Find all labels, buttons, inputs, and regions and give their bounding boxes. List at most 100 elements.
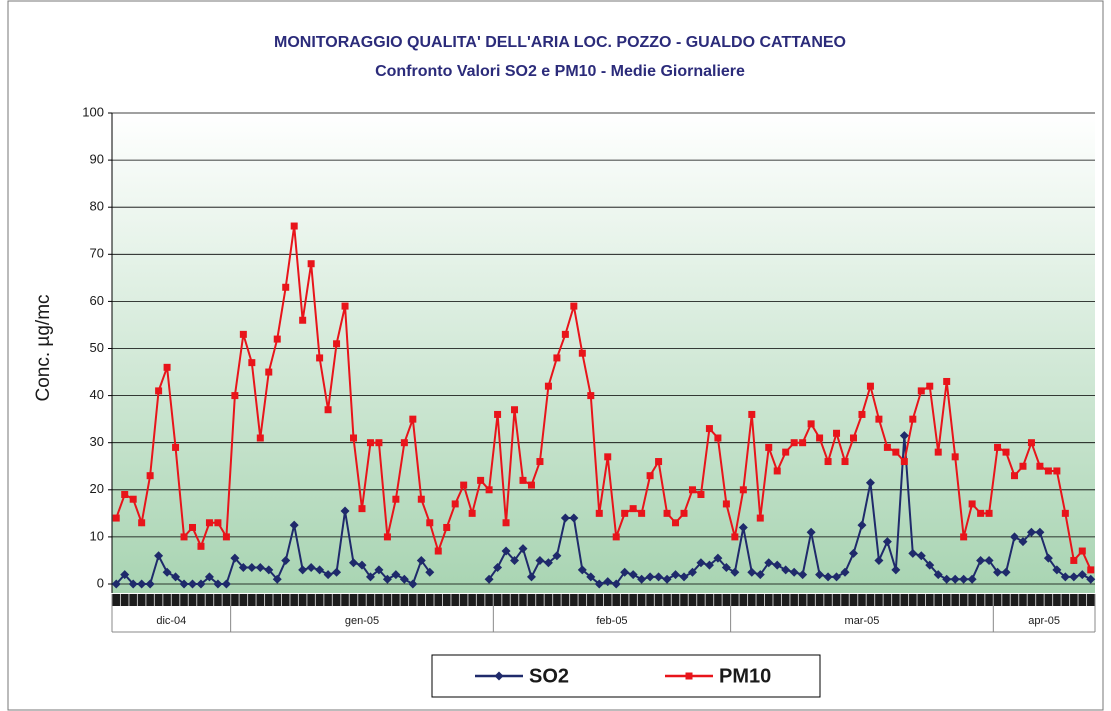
data-point xyxy=(204,572,214,582)
data-point xyxy=(196,579,206,589)
chart-subtitle: Confronto Valori SO2 e PM10 - Medie Gior… xyxy=(375,63,745,80)
data-point xyxy=(511,406,519,414)
data-point xyxy=(332,567,342,577)
data-point xyxy=(900,458,908,466)
data-point xyxy=(731,533,739,541)
data-point xyxy=(535,555,545,565)
data-point xyxy=(392,495,400,503)
data-point xyxy=(594,579,604,589)
data-point xyxy=(654,572,664,582)
data-point xyxy=(721,563,731,573)
data-point xyxy=(349,558,359,568)
data-point xyxy=(264,565,274,575)
data-point xyxy=(298,565,308,575)
data-point xyxy=(561,330,569,338)
data-point xyxy=(255,563,265,573)
data-point xyxy=(713,553,723,563)
data-point xyxy=(628,570,638,580)
data-point xyxy=(638,509,646,517)
y-tick-label: 90 xyxy=(90,152,104,167)
data-point xyxy=(485,486,493,494)
data-point xyxy=(138,519,146,527)
legend-marker xyxy=(494,671,504,681)
data-point xyxy=(824,458,832,466)
x-group-label: gen-05 xyxy=(345,615,379,627)
data-point xyxy=(722,500,730,508)
data-point xyxy=(1009,532,1019,542)
data-point xyxy=(816,434,824,442)
data-point xyxy=(1036,462,1044,470)
data-point xyxy=(460,481,468,489)
data-point xyxy=(518,544,528,554)
data-point xyxy=(1052,565,1062,575)
y-tick-label: 40 xyxy=(90,387,104,402)
data-point xyxy=(434,547,442,555)
data-point xyxy=(704,560,714,570)
data-point xyxy=(146,472,154,480)
data-point xyxy=(1070,556,1078,564)
data-point xyxy=(443,523,451,531)
data-point xyxy=(916,551,926,561)
data-point xyxy=(137,579,147,589)
data-point xyxy=(772,560,782,570)
data-point xyxy=(120,570,130,580)
data-point xyxy=(1069,572,1079,582)
data-point xyxy=(926,382,934,390)
data-point xyxy=(289,520,299,530)
data-point xyxy=(543,558,553,568)
legend-marker xyxy=(685,672,693,680)
data-point xyxy=(849,434,857,442)
data-point xyxy=(1078,547,1086,555)
data-point xyxy=(340,506,350,516)
data-point xyxy=(679,572,689,582)
data-point xyxy=(1010,472,1018,480)
data-point xyxy=(621,509,629,517)
data-point xyxy=(358,505,366,513)
data-point xyxy=(374,565,384,575)
data-point xyxy=(272,574,282,584)
data-point xyxy=(655,458,663,466)
data-point xyxy=(163,363,171,371)
data-point xyxy=(789,567,799,577)
data-point xyxy=(409,415,417,423)
data-point xyxy=(1019,462,1027,470)
data-point xyxy=(687,567,697,577)
data-point xyxy=(764,558,774,568)
chart-title: MONITORAGGIO QUALITA' DELL'ARIA LOC. POZ… xyxy=(274,34,846,51)
legend-label: PM10 xyxy=(719,665,771,687)
data-point xyxy=(416,555,426,565)
data-point xyxy=(578,349,586,357)
data-point xyxy=(646,472,654,480)
data-point xyxy=(375,439,383,447)
data-point xyxy=(865,478,875,488)
y-tick-label: 30 xyxy=(90,434,104,449)
data-point xyxy=(875,415,883,423)
data-point xyxy=(747,567,757,577)
y-tick-label: 60 xyxy=(90,293,104,308)
data-point xyxy=(121,491,129,499)
data-point xyxy=(943,377,951,385)
data-point xyxy=(552,551,562,561)
y-tick-label: 0 xyxy=(97,575,104,590)
data-point xyxy=(637,574,647,584)
data-point xyxy=(357,560,367,570)
data-point xyxy=(383,533,391,541)
data-point xyxy=(586,572,596,582)
data-point xyxy=(315,565,325,575)
data-point xyxy=(629,505,637,513)
x-group-label: apr-05 xyxy=(1028,615,1060,627)
legend-label: SO2 xyxy=(529,665,569,687)
data-point xyxy=(595,509,603,517)
data-point xyxy=(239,330,247,338)
data-point xyxy=(882,537,892,547)
data-point xyxy=(154,551,164,561)
data-point xyxy=(256,434,264,442)
data-point xyxy=(748,410,756,418)
data-point xyxy=(765,443,773,451)
data-point xyxy=(840,567,850,577)
plot-area xyxy=(112,113,1095,593)
data-point xyxy=(934,448,942,456)
data-point xyxy=(848,548,858,558)
data-point xyxy=(756,514,764,522)
data-point xyxy=(993,567,1003,577)
